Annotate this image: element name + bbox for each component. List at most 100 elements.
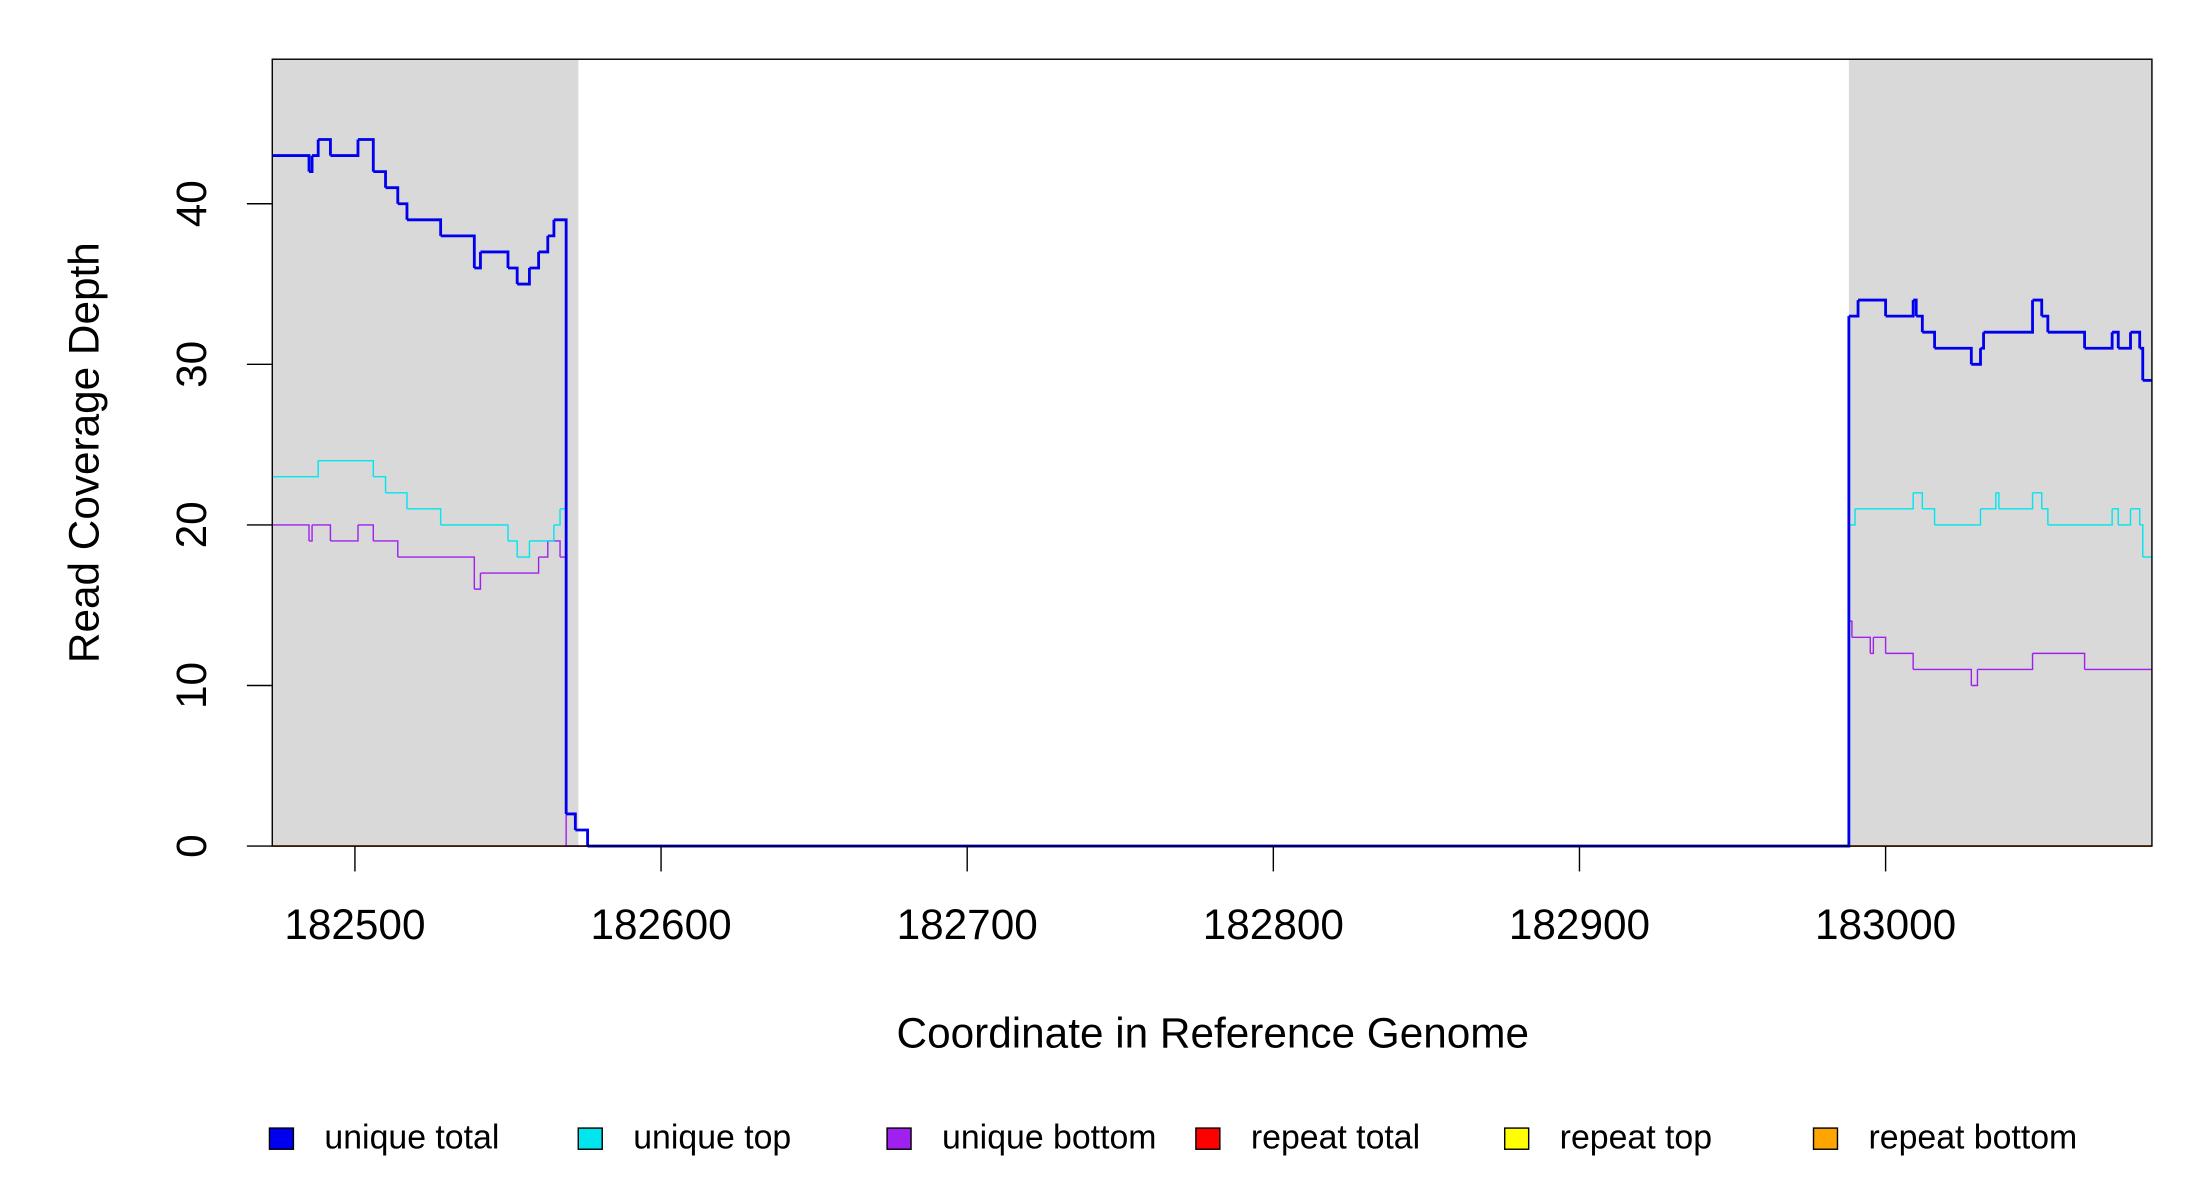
step-segment — [1913, 668, 1973, 686]
step-segment — [1870, 637, 1875, 655]
x-tick-label: 182800 — [1203, 901, 1344, 948]
y-axis-label: Read Coverage Depth — [61, 242, 108, 663]
step-segment — [587, 316, 1851, 848]
step-segment — [587, 524, 1850, 847]
x-tick-label: 182600 — [590, 901, 731, 948]
step-segment — [373, 476, 387, 493]
step-segment — [2139, 346, 2145, 381]
step-segment — [2032, 652, 2086, 670]
step-segment — [406, 508, 442, 525]
step-segment — [2130, 508, 2141, 525]
legend-swatch — [577, 1127, 603, 1150]
step-segment — [312, 524, 332, 541]
step-segment — [1998, 492, 2034, 510]
step-segment — [1980, 332, 1985, 350]
step-segment — [318, 459, 374, 477]
x-tick-label: 183000 — [1815, 901, 1956, 948]
step-segment — [2047, 330, 2087, 349]
step-segment — [2084, 332, 2114, 350]
step-segment — [440, 524, 509, 541]
step-segment — [1885, 300, 1915, 318]
step-segment — [1858, 298, 1888, 317]
step-segment — [373, 170, 387, 188]
shading — [272, 59, 2152, 847]
step-segment — [1848, 508, 1856, 526]
shaded-region — [272, 59, 579, 847]
step-segment — [1971, 348, 1982, 366]
step-segment — [480, 557, 540, 574]
step-segment — [517, 540, 531, 558]
step-segment — [2041, 508, 2049, 525]
y-tick-label: 20 — [168, 501, 215, 548]
step-segment — [1854, 492, 1914, 510]
step-segment — [1922, 508, 1936, 525]
step-segment — [272, 524, 310, 541]
step-segment — [1885, 652, 1914, 670]
legend-label: unique bottom — [942, 1118, 1156, 1156]
step-segment — [2032, 298, 2044, 317]
step-segment — [385, 492, 408, 509]
step-segment — [1934, 508, 1982, 526]
legend-swatch — [1503, 1127, 1530, 1150]
step-segment — [272, 460, 319, 478]
step-segment — [566, 812, 577, 831]
step-segment — [480, 250, 510, 268]
step-segment — [373, 540, 399, 558]
step-segment — [385, 186, 400, 204]
step-segment — [357, 138, 375, 172]
step-segment — [474, 251, 482, 270]
y-tick-label: 10 — [168, 662, 215, 709]
step-segment — [309, 524, 313, 542]
step-segment — [1934, 346, 1973, 365]
step-segment — [1873, 636, 1887, 654]
step-segment — [1983, 300, 2034, 334]
step-segment — [397, 556, 476, 590]
x-tick-label: 182700 — [897, 901, 1038, 948]
step-segment — [474, 573, 482, 590]
step-segment — [538, 235, 550, 254]
step-segment — [517, 267, 531, 286]
legend-label: unique top — [633, 1118, 791, 1156]
step-segment — [566, 621, 1850, 847]
x-axis-label: Coordinate in Reference Genome — [897, 1010, 1529, 1057]
step-segment — [507, 540, 518, 558]
step-segment — [2041, 314, 2050, 333]
step-segment — [2118, 508, 2132, 526]
step-segment — [1980, 492, 1997, 510]
legend-swatch — [886, 1127, 912, 1150]
step-segment — [575, 828, 589, 847]
step-segment — [553, 218, 568, 814]
step-segment — [440, 234, 476, 268]
legend-swatch — [1812, 1127, 1839, 1150]
step-segment — [547, 219, 556, 238]
step-segment — [272, 154, 311, 172]
step-segment — [538, 540, 549, 558]
step-segment — [1913, 492, 1924, 509]
plot-frame — [271, 58, 2153, 847]
step-segment — [397, 202, 409, 220]
step-segment — [2139, 524, 2144, 558]
step-segment — [1977, 653, 2034, 671]
step-segment — [2032, 492, 2043, 509]
step-segment — [553, 508, 561, 526]
y-tick-label: 30 — [168, 341, 215, 388]
step-segment — [1971, 669, 1979, 687]
y-tick-label: 0 — [168, 834, 215, 858]
y-tick-label: 40 — [168, 180, 215, 227]
step-segment — [529, 251, 541, 270]
step-segment — [2112, 508, 2119, 525]
step-segment — [312, 139, 320, 157]
step-segment — [507, 266, 519, 285]
step-segment — [330, 524, 359, 542]
step-segment — [1995, 492, 2000, 509]
step-segment — [2130, 330, 2142, 349]
step-segment — [2112, 330, 2120, 349]
legend-swatch — [268, 1127, 295, 1150]
step-segment — [309, 155, 314, 174]
legend-swatch — [1195, 1127, 1221, 1150]
step-segment — [330, 139, 360, 157]
x-tick-label: 182500 — [284, 901, 425, 948]
legend-label: unique total — [324, 1118, 499, 1156]
